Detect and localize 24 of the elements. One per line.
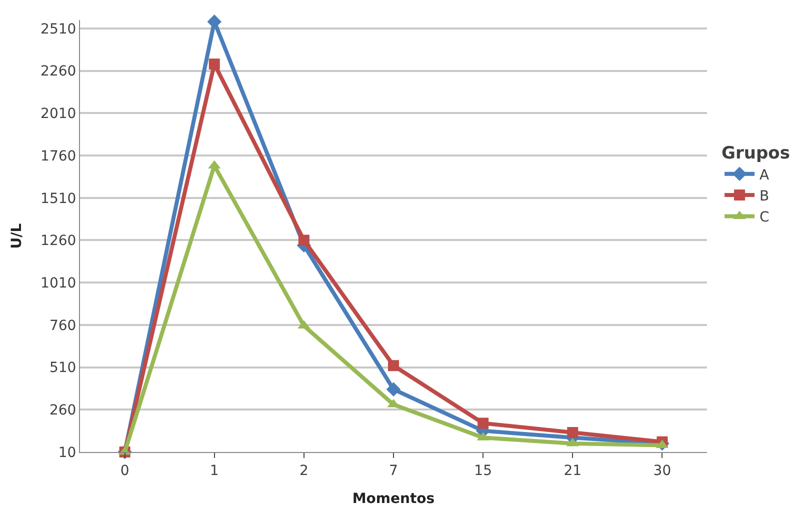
x-tick-label: 15 [474, 462, 492, 479]
legend-label: A [760, 167, 770, 184]
y-tick-label: 2010 [40, 106, 76, 122]
x-axis-title: Momentos [352, 491, 435, 508]
x-tick-label: 30 [653, 462, 672, 479]
y-tick-label: 2510 [40, 21, 76, 38]
legend-label: C [760, 210, 770, 226]
y-axis-title: U/L [9, 223, 26, 249]
x-tick-label: 7 [389, 462, 398, 479]
x-tick-label: 0 [120, 462, 130, 479]
y-tick-label: 1510 [40, 190, 76, 207]
legend-title: Grupos [722, 143, 790, 164]
y-tick-label: 1260 [40, 233, 76, 250]
y-tick-label: 260 [49, 402, 76, 419]
y-tick-label: 2260 [40, 64, 76, 80]
x-tick-label: 21 [564, 462, 582, 479]
legend-label: B [760, 188, 770, 205]
y-tick-label: 760 [49, 318, 76, 334]
y-tick-label: 510 [49, 360, 76, 376]
y-tick-label: 1010 [40, 275, 76, 292]
y-tick-label: 1760 [40, 148, 76, 164]
x-tick-label: 1 [210, 462, 219, 479]
y-tick-label: 10 [58, 444, 76, 461]
x-tick-label: 2 [299, 462, 308, 479]
